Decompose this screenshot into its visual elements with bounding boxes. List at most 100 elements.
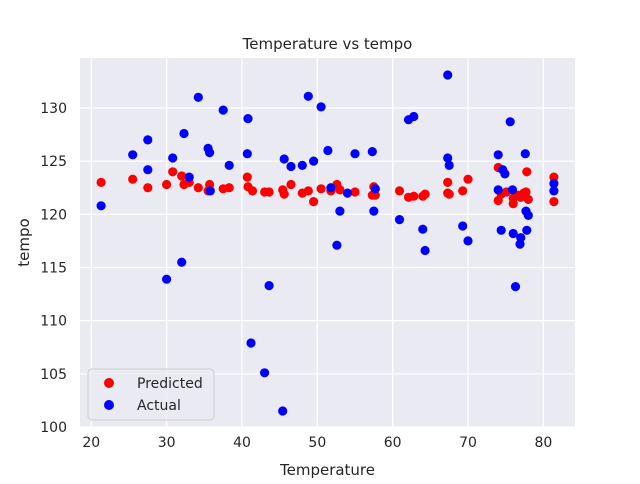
point-actual	[369, 206, 379, 216]
point-predicted	[128, 174, 138, 184]
point-predicted	[309, 197, 319, 207]
point-actual	[179, 128, 189, 139]
x-tick-label: 20	[82, 435, 100, 451]
legend-label-predicted: Predicted	[137, 376, 203, 392]
point-predicted	[458, 186, 468, 196]
point-actual	[264, 281, 274, 291]
point-predicted	[224, 183, 234, 193]
point-predicted	[521, 187, 531, 197]
point-actual	[500, 169, 510, 179]
point-actual	[370, 184, 380, 194]
point-actual	[309, 156, 319, 166]
point-actual	[505, 117, 515, 127]
point-predicted	[193, 183, 203, 193]
y-tick-label: 130	[40, 101, 67, 117]
x-tick-label: 80	[534, 435, 552, 451]
x-tick-label: 40	[233, 435, 251, 451]
point-predicted	[279, 189, 289, 199]
point-actual	[443, 153, 453, 163]
point-predicted	[522, 167, 532, 177]
x-tick-label: 50	[308, 435, 326, 451]
tick-labels: 20 30 40 50 60 70 80 100 105 110 115 120 125 130	[40, 101, 552, 451]
point-actual	[463, 236, 473, 246]
point-actual	[549, 186, 559, 196]
point-actual	[510, 282, 521, 292]
point-actual	[507, 185, 518, 195]
point-actual	[418, 224, 428, 234]
point-actual	[205, 186, 215, 196]
chart-title: Temperature vs tempo	[242, 35, 413, 53]
x-tick-label: 70	[459, 435, 477, 451]
point-predicted	[162, 179, 172, 190]
x-tick-label: 60	[384, 435, 402, 451]
point-predicted	[549, 197, 559, 207]
point-actual	[224, 160, 234, 170]
point-actual	[143, 165, 153, 175]
x-axis-label: Temperature	[279, 461, 375, 479]
point-actual	[350, 149, 360, 159]
point-actual	[279, 154, 289, 164]
point-actual	[549, 178, 559, 189]
y-axis-label: tempo	[15, 218, 33, 266]
point-actual	[260, 368, 270, 378]
point-actual	[243, 114, 253, 124]
plot-area	[80, 58, 575, 427]
point-actual	[493, 150, 503, 160]
point-predicted	[168, 167, 178, 177]
point-actual	[218, 105, 228, 115]
point-predicted	[350, 187, 360, 197]
point-actual	[205, 148, 215, 158]
point-actual	[177, 257, 187, 267]
point-actual	[128, 150, 138, 160]
point-actual	[193, 92, 203, 102]
point-predicted	[242, 172, 252, 182]
point-actual	[303, 91, 313, 101]
point-predicted	[409, 191, 419, 201]
point-predicted	[247, 186, 258, 196]
point-predicted	[264, 187, 274, 197]
point-predicted	[370, 190, 380, 200]
point-predicted	[286, 179, 296, 190]
point-actual	[522, 225, 532, 235]
point-actual	[444, 160, 454, 170]
point-actual	[278, 406, 288, 416]
point-predicted	[96, 177, 106, 187]
point-actual	[367, 147, 377, 157]
point-predicted	[549, 172, 559, 182]
point-actual	[297, 160, 307, 170]
point-predicted	[303, 186, 313, 196]
data-points	[96, 70, 559, 416]
legend-marker-predicted	[104, 378, 114, 388]
point-actual	[184, 172, 194, 182]
point-predicted	[508, 199, 518, 209]
x-tick-label: 30	[158, 435, 176, 451]
point-actual	[326, 183, 336, 193]
point-predicted	[443, 177, 453, 187]
point-actual	[96, 201, 106, 211]
point-predicted	[316, 184, 326, 194]
point-actual	[523, 210, 533, 220]
legend-label-actual: Actual	[137, 398, 181, 414]
point-predicted	[420, 189, 430, 199]
point-predicted	[463, 174, 473, 184]
point-actual	[332, 240, 342, 250]
point-actual	[316, 102, 326, 112]
point-actual	[246, 338, 256, 348]
legend-box	[87, 368, 215, 421]
point-actual	[342, 188, 353, 198]
legend-marker-actual	[104, 400, 114, 410]
point-predicted	[143, 183, 153, 193]
point-actual	[323, 145, 333, 156]
point-actual	[458, 221, 468, 231]
point-actual	[420, 245, 430, 256]
point-actual	[335, 206, 345, 216]
point-predicted	[394, 186, 405, 196]
point-actual	[496, 225, 506, 235]
point-actual	[168, 153, 178, 163]
point-predicted	[177, 171, 187, 181]
y-tick-label: 125	[40, 154, 67, 170]
point-actual	[286, 161, 296, 172]
y-tick-label: 100	[40, 420, 67, 436]
